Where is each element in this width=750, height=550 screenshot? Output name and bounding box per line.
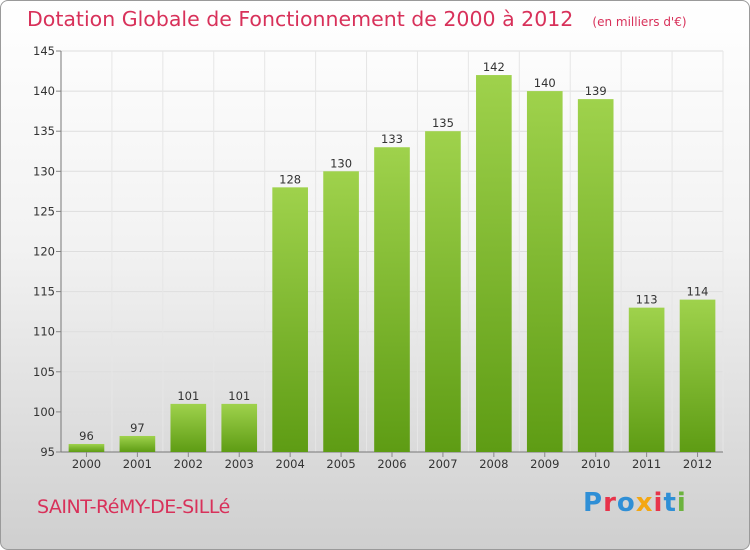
value-label-2000: 96 xyxy=(79,429,94,443)
bar-2010 xyxy=(577,99,614,453)
bar-2001 xyxy=(119,435,156,452)
value-label-2010: 139 xyxy=(585,84,607,98)
value-label-2001: 97 xyxy=(130,421,145,435)
x-tick-label-2011: 2011 xyxy=(632,457,661,471)
chart-unit: (en milliers d'€) xyxy=(592,15,687,29)
logo-letter: i xyxy=(653,488,664,518)
logo-letter: P xyxy=(583,488,604,518)
x-tick-label-2003: 2003 xyxy=(225,457,254,471)
x-tick-label-2012: 2012 xyxy=(683,457,712,471)
x-tick-label-2002: 2002 xyxy=(174,457,203,471)
logo-letter: r xyxy=(603,488,617,518)
proxiti-logo: Proxiti xyxy=(583,488,687,518)
value-label-2006: 133 xyxy=(381,132,403,146)
bar-2008 xyxy=(476,75,512,452)
x-tick-label-2004: 2004 xyxy=(276,457,305,471)
bar-2006 xyxy=(374,147,410,453)
chart-title: Dotation Globale de Fonctionnement de 20… xyxy=(27,7,574,31)
logo-letter: t xyxy=(663,488,677,518)
value-label-2011: 113 xyxy=(636,293,658,307)
value-label-2009: 140 xyxy=(534,76,556,90)
x-tick-label-2005: 2005 xyxy=(326,457,355,471)
y-tick-label: 130 xyxy=(33,164,55,178)
x-tick-label-2010: 2010 xyxy=(581,457,610,471)
logo-letter: i xyxy=(676,488,687,518)
bar-2012 xyxy=(679,299,716,452)
x-tick-label-2008: 2008 xyxy=(479,457,508,471)
y-tick-label: 100 xyxy=(33,405,55,419)
value-label-2004: 128 xyxy=(279,172,301,186)
bar-2005 xyxy=(323,171,359,453)
bar-2011 xyxy=(628,307,665,452)
value-label-2003: 101 xyxy=(228,389,250,403)
value-label-2002: 101 xyxy=(177,389,199,403)
value-label-2008: 142 xyxy=(483,60,505,74)
x-tick-label-2000: 2000 xyxy=(72,457,101,471)
x-tick-label-2007: 2007 xyxy=(428,457,457,471)
value-label-2005: 130 xyxy=(330,156,352,170)
y-tick-label: 110 xyxy=(33,325,55,339)
bar-2003 xyxy=(221,403,258,452)
y-tick-label: 120 xyxy=(33,245,55,259)
value-label-2007: 135 xyxy=(432,116,454,130)
x-tick-label-2001: 2001 xyxy=(123,457,152,471)
bar-2000 xyxy=(68,443,105,452)
bar-2004 xyxy=(272,187,308,452)
x-tick-label-2006: 2006 xyxy=(377,457,406,471)
x-tick-label-2009: 2009 xyxy=(530,457,559,471)
bar-2002 xyxy=(170,403,207,452)
y-tick-label: 145 xyxy=(33,44,55,58)
y-tick-label: 105 xyxy=(33,365,55,379)
y-tick-label: 95 xyxy=(40,445,55,459)
y-tick-label: 125 xyxy=(33,204,55,218)
bar-2009 xyxy=(526,91,563,452)
y-tick-label: 140 xyxy=(33,84,55,98)
commune-name: SAINT-RéMY-DE-SILLé xyxy=(37,496,230,518)
bar-2007 xyxy=(425,131,461,452)
title-row: Dotation Globale de Fonctionnement de 20… xyxy=(27,7,687,31)
logo-letter: x xyxy=(635,488,654,518)
y-tick-label: 115 xyxy=(33,285,55,299)
logo-letter: o xyxy=(616,488,636,518)
value-label-2012: 114 xyxy=(687,285,709,299)
y-tick-label: 135 xyxy=(33,124,55,138)
